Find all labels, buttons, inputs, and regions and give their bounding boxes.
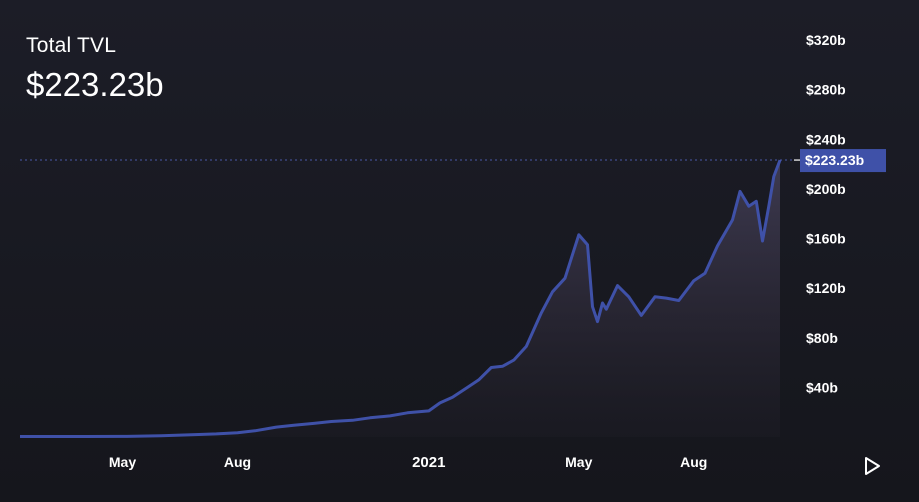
x-tick-label: May [109, 454, 136, 470]
y-tick-label: $160b [806, 231, 846, 247]
y-tick-label: $40b [806, 379, 838, 395]
y-tick-label: $80b [806, 330, 838, 346]
y-tick-label: $320b [806, 32, 846, 48]
x-tick-label: Aug [680, 454, 707, 470]
current-value-label: $223.23b [805, 152, 864, 168]
x-tick-label: 2021 [412, 454, 445, 471]
play-button[interactable] [862, 455, 884, 477]
y-tick-label: $120b [806, 280, 846, 296]
total-value: $223.23b [26, 66, 164, 103]
y-tick-label: $240b [806, 131, 846, 147]
chart-title: Total TVL [26, 34, 117, 57]
chart-header: Total TVL $223.23b [26, 34, 164, 104]
y-axis: $40b $80b $120b $160b $200b $240b $280b $320b [806, 32, 846, 395]
current-value-marker: $223.23b [20, 149, 886, 173]
x-tick-label: Aug [224, 454, 251, 470]
play-icon [865, 457, 880, 475]
x-axis: May Aug 2021 May Aug [109, 454, 707, 471]
current-value-badge [800, 149, 886, 173]
plot-area [20, 159, 782, 438]
series-line [20, 159, 782, 438]
y-tick-label: $280b [806, 82, 846, 98]
x-tick-label: May [565, 454, 592, 470]
series-area [20, 160, 780, 437]
y-tick-label: $200b [806, 181, 846, 197]
